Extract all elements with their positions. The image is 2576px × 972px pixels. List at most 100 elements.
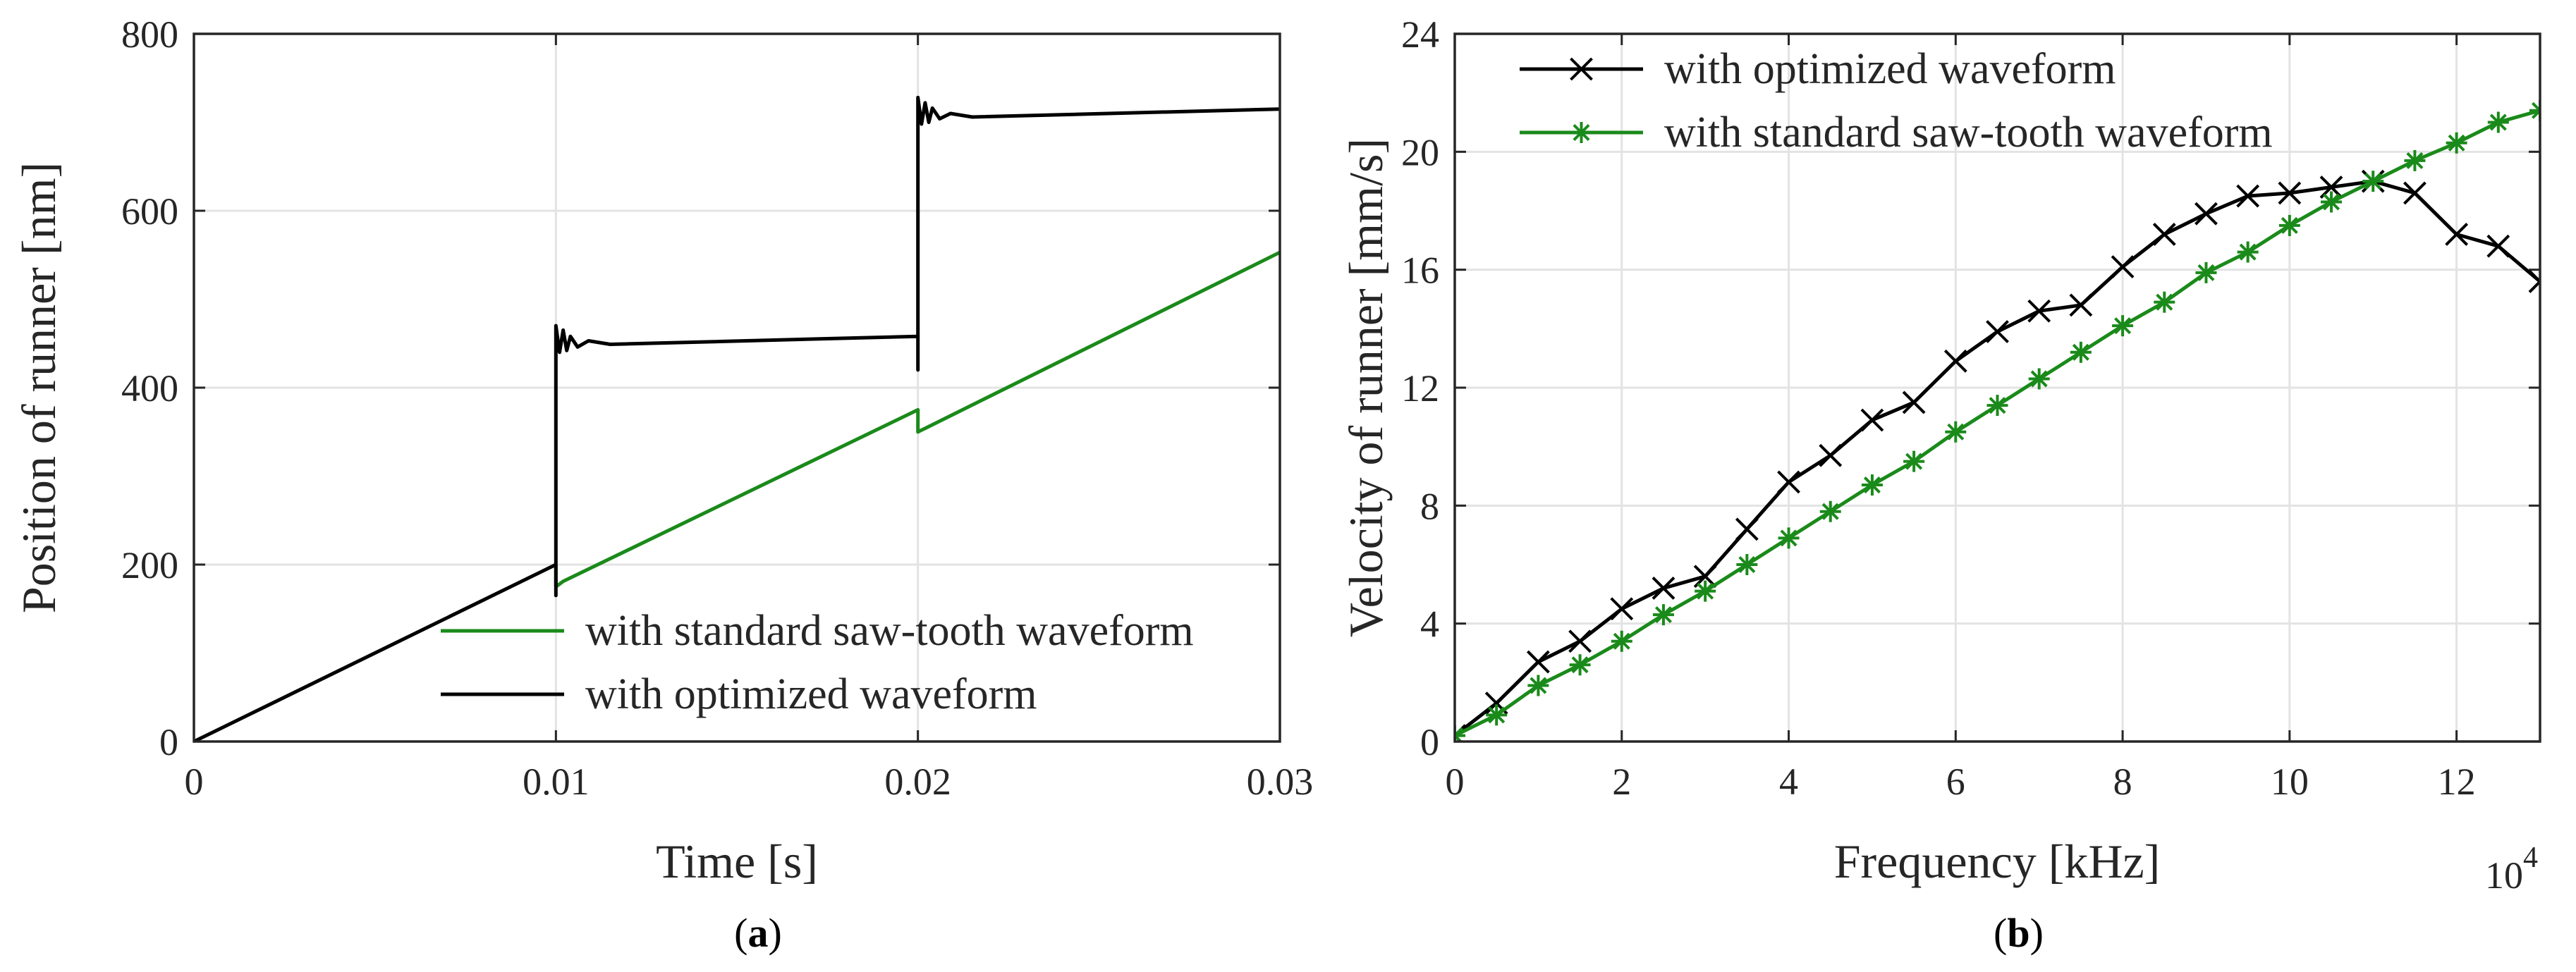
axes-box [1453,32,2541,743]
marker-stroke [2278,181,2302,205]
data-point-marker [2278,181,2302,205]
marker-stroke [1570,57,1593,81]
y-tick-label: 400 [121,367,178,410]
marker-stroke [1610,597,1634,621]
series-line-1 [194,95,1280,742]
data-point-marker [2152,223,2176,246]
panel-paren-open: ( [1994,910,2007,956]
marker-stroke [2030,370,2048,388]
marker-stroke [2448,134,2465,152]
marker-stroke [2406,152,2424,169]
series-line-0 [1455,179,2540,737]
marker-stroke [1860,408,1884,432]
y-tick-label: 0 [159,721,178,763]
data-point-marker [1527,675,1549,696]
data-point-marker [1736,554,1758,575]
panel-letter: a [748,910,769,956]
data-point-marker [1568,629,1592,653]
panel-label: (b) [1994,910,2044,956]
y-tick-label: 20 [1401,131,1439,173]
x-tick-label: 0 [1446,761,1465,803]
data-point-marker [2529,99,2540,121]
y-axis-label: Position of runner [nm] [12,162,66,613]
marker-stroke [1735,517,1759,541]
marker-stroke [1943,349,1967,373]
marker-stroke [1455,727,1464,738]
marker-stroke [2195,202,2218,226]
panel-paren-close: ) [2030,910,2044,956]
exponent-power: 4 [2523,842,2538,874]
y-tick-label: 24 [1401,13,1439,56]
marker-stroke [2072,343,2089,361]
x-tick-label: 0.03 [1247,761,1314,803]
legend-label-1: with optimized waveform [585,670,1037,718]
marker-stroke [1613,632,1630,650]
marker-stroke [1571,656,1589,674]
marker-stroke [2531,108,2540,119]
x-tick-label: 6 [1946,761,1965,803]
exponent-base: 10 [2485,854,2523,897]
marker-stroke [2528,279,2540,293]
y-tick-label: 0 [1420,721,1439,763]
y-tick-label: 200 [121,544,178,586]
x-tick-label: 0.02 [884,761,951,803]
data-point-marker [1903,450,1925,472]
marker-stroke [1697,582,1714,600]
marker-stroke [1780,529,1797,547]
data-point-marker [2236,184,2260,208]
axes-box [193,32,1281,743]
plot-area [1455,99,2540,742]
y-tick-label: 4 [1420,603,1439,646]
marker-stroke [1902,390,1926,414]
x-tick-label: 8 [2113,761,2132,803]
y-tick-label: 16 [1401,250,1439,292]
marker-stroke [2197,264,2215,281]
marker-stroke [1488,706,1506,724]
data-point-marker [2404,149,2426,171]
data-point-marker [1486,704,1508,726]
data-point-marker [1945,421,1967,443]
data-point-marker [1986,395,2008,417]
y-tick-label: 600 [121,190,178,233]
marker-stroke [1819,443,1843,467]
data-point-marker [1902,390,1926,414]
data-point-marker [2278,214,2300,236]
marker-stroke [1530,677,1547,694]
legend: with standard saw-tooth waveform with opt… [441,607,1194,718]
marker-stroke [1821,503,1839,520]
data-point-marker [1611,630,1632,652]
y-tick-label: 800 [121,13,178,56]
legend-label-0: with optimized waveform [1664,45,2116,93]
x-axis-label: Frequency [kHz] [1834,835,2161,888]
marker-stroke [2281,216,2298,234]
x-tick-label: 0.01 [523,761,590,803]
marker-stroke [1652,577,1675,600]
marker-stroke [2364,173,2382,190]
data-point-marker [2528,269,2540,293]
x-exponent-label: 104 [2485,842,2538,897]
marker-stroke [1777,470,1800,494]
data-point-marker [2362,171,2384,192]
data-point-marker [2446,132,2467,154]
data-point-marker [2028,368,2050,390]
data-point-marker [1819,500,1841,522]
data-point-marker [1860,408,1884,432]
data-point-marker [2112,315,2134,337]
marker-stroke [2156,293,2173,311]
marker-stroke [1863,476,1881,494]
data-point-marker [1819,443,1843,467]
data-point-marker [2111,255,2135,278]
data-point-marker [2321,191,2343,213]
marker-stroke [2528,269,2540,284]
x-tick-label: 0 [185,761,204,803]
marker-stroke [1526,650,1550,674]
data-point-marker [2070,341,2092,363]
marker-stroke [2152,223,2176,246]
panel-paren-open: ( [734,910,747,956]
marker-stroke [2239,243,2257,261]
legend-label-0: with standard saw-tooth waveform [585,607,1194,655]
data-point-marker [2195,202,2218,226]
plot-area [194,95,1280,742]
